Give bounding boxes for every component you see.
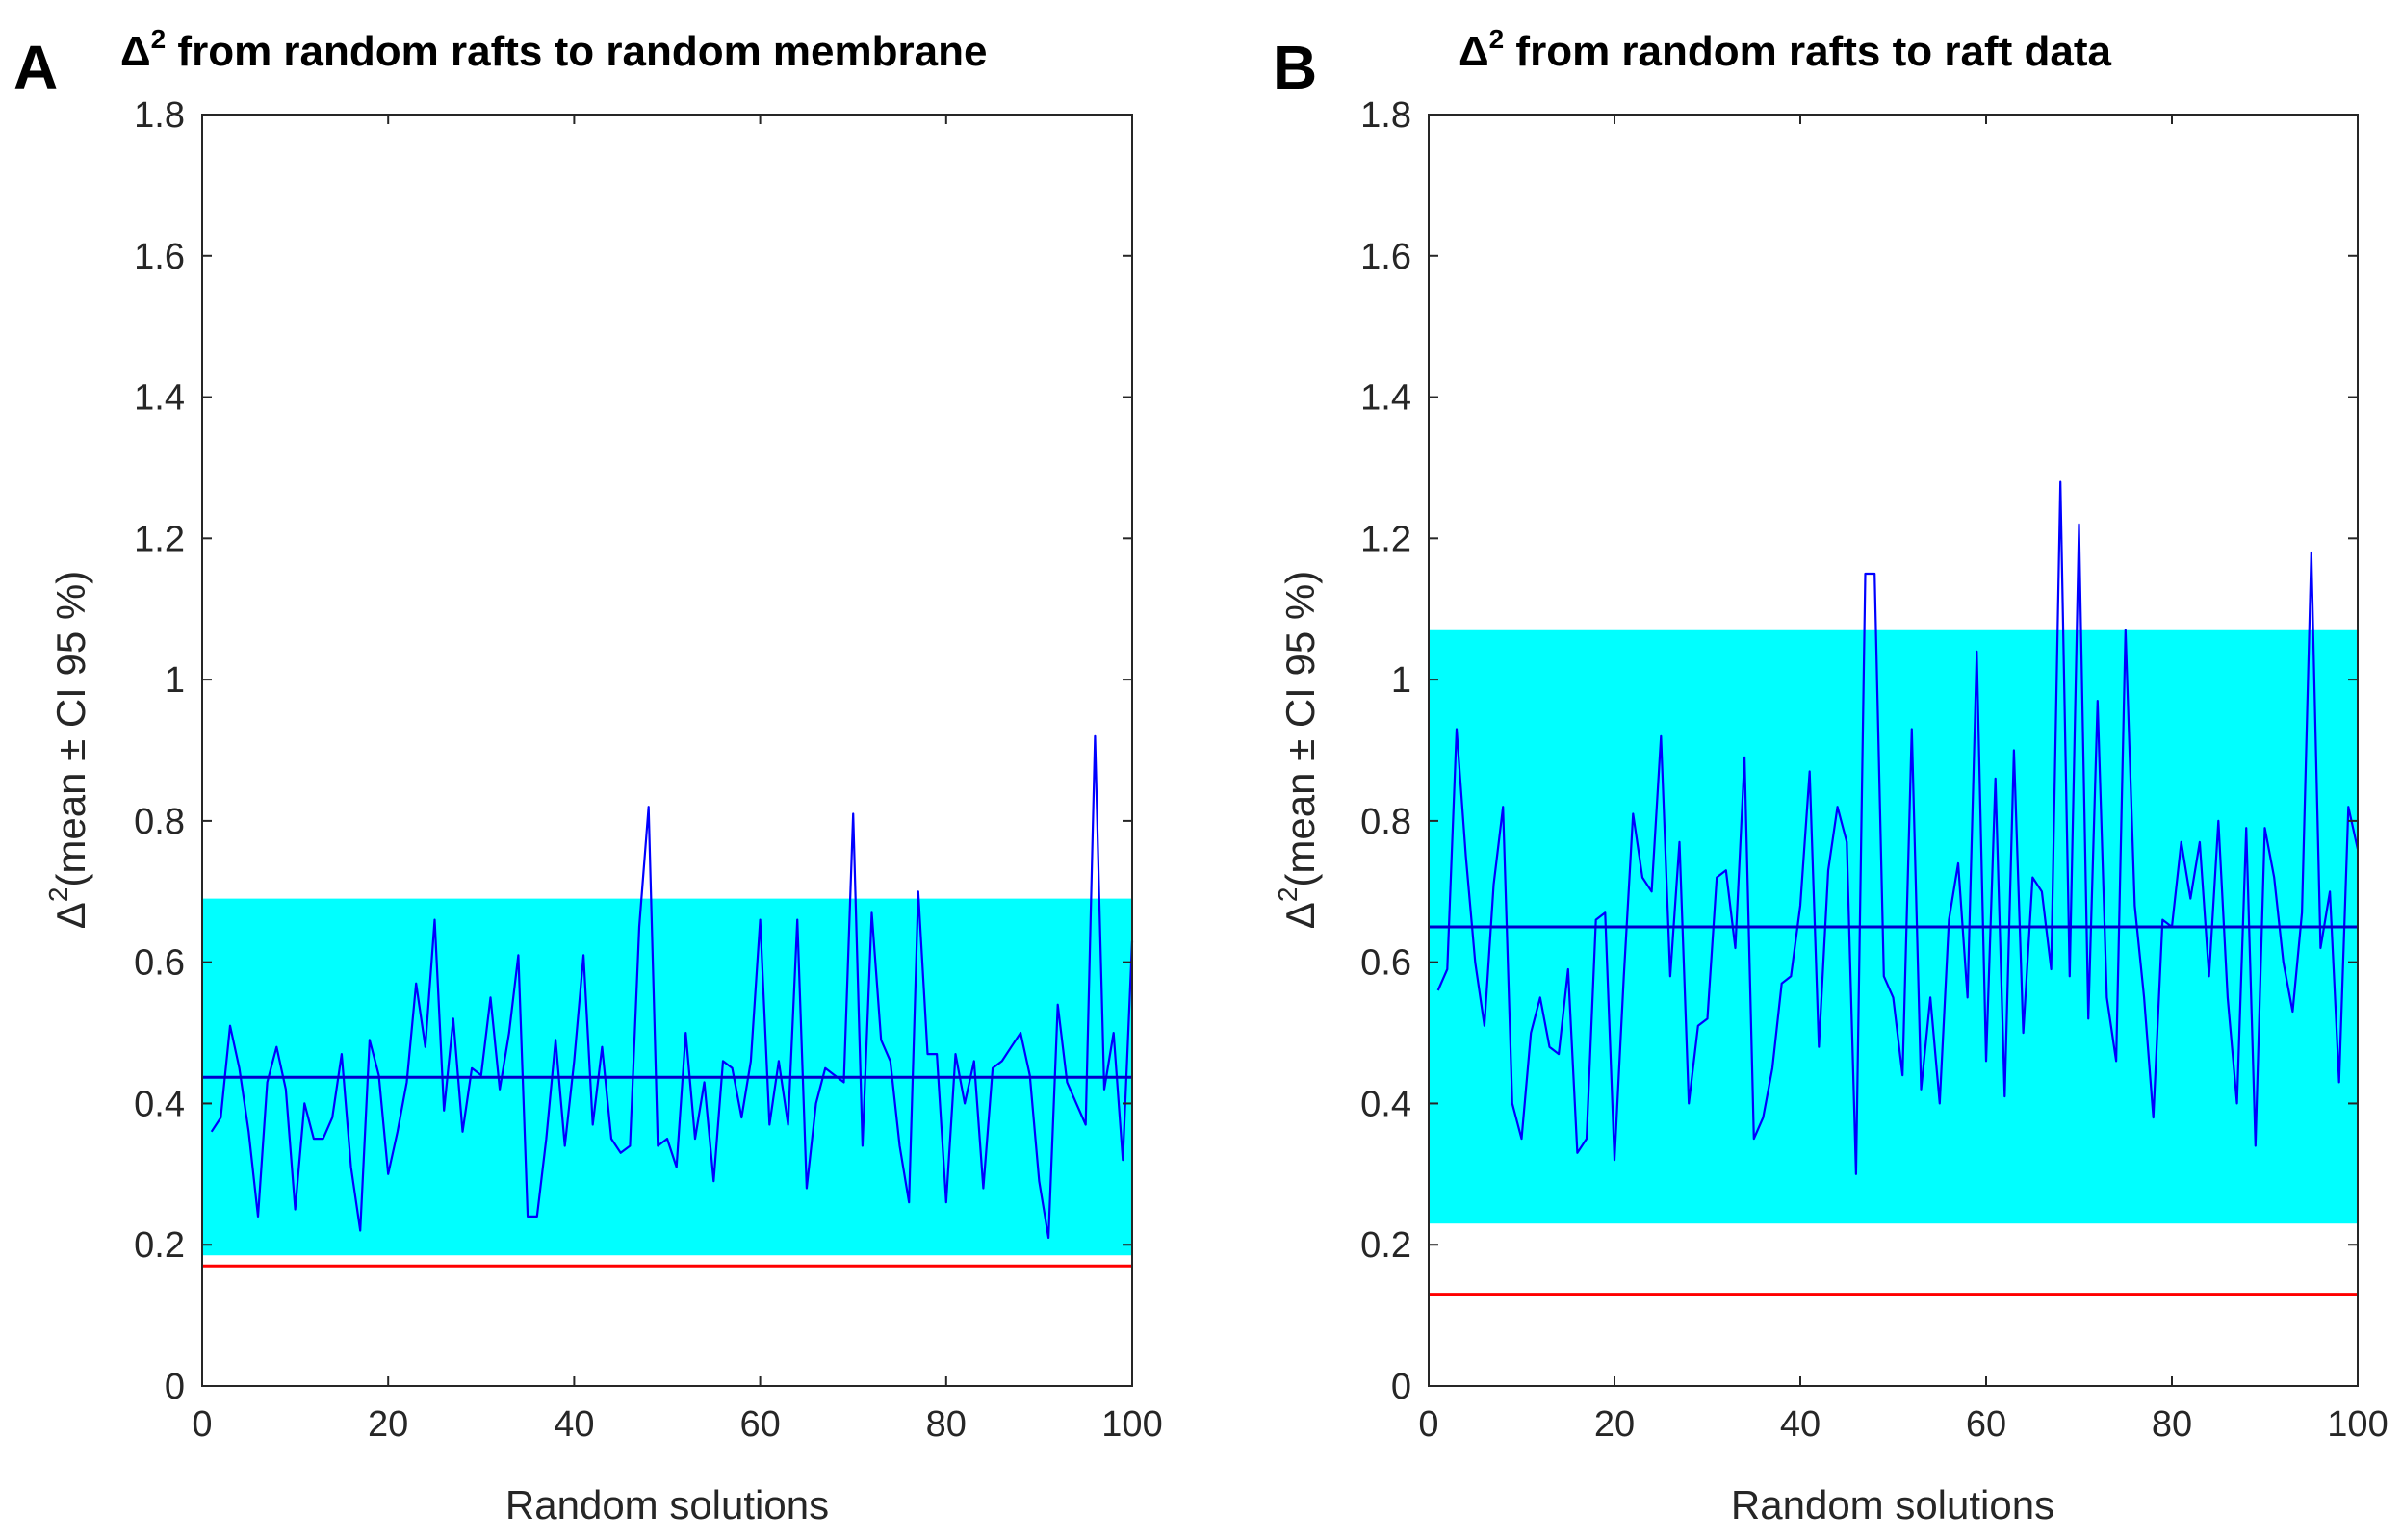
panel-b-letter: B	[1273, 33, 1317, 102]
panel-b-xtick-label: 80	[2152, 1404, 2192, 1445]
panel-b-ytick-label: 1.8	[1360, 95, 1411, 136]
panel-b-xtick-label: 20	[1594, 1404, 1635, 1445]
panel-a-ytick-label: 1	[165, 660, 185, 701]
panel-b-ytick-label: 0.6	[1360, 943, 1411, 984]
panel-a-ytick-label: 0.2	[134, 1225, 185, 1266]
panel-a-ytick-label: 0.4	[134, 1084, 185, 1124]
panel-b-ytick-label: 0.2	[1360, 1225, 1411, 1266]
panel-b-ytick-label: 1.2	[1360, 519, 1411, 559]
panel-b-axes-box	[1428, 114, 2359, 1387]
panel-b-xlabel: Random solutions	[1731, 1482, 2054, 1527]
panel-a-xtick-label: 20	[368, 1404, 408, 1445]
panel-a-ytick-label: 1.2	[134, 519, 185, 559]
panel-a-ytick-label: 0.8	[134, 802, 185, 842]
panel-a-ytick-label: 0	[165, 1367, 185, 1407]
panel-a-plot: 0 0.2 0.4 0.6 0.8 1 1.2 1.4 1.6 1.8 0 20 40 60 80 100	[134, 95, 1163, 1445]
panel-a-ylabel: Δ2(mean ± CI 95 %)	[43, 571, 93, 929]
panel-a-xtick-label: 60	[739, 1404, 780, 1445]
panel-b-xtick-label: 0	[1418, 1404, 1438, 1445]
panel-a-title: Δ2 from random rafts to random membrane	[120, 24, 987, 75]
panel-b-plot: 0 0.2 0.4 0.6 0.8 1 1.2 1.4 1.6 1.8 0 20 40 60 80 100	[1360, 95, 2389, 1445]
panel-b-ytick-label: 0	[1391, 1367, 1411, 1407]
panel-a-xtick-label: 40	[554, 1404, 594, 1445]
panel-a-ytick-label: 1.6	[134, 237, 185, 277]
panel-a-xtick-label: 100	[1101, 1404, 1162, 1445]
panel-b-ytick-label: 1.6	[1360, 237, 1411, 277]
panel-a-ytick-label: 1.4	[134, 378, 185, 419]
panel-a-axes-box	[201, 114, 1133, 1387]
panel-b-ytick-label: 1	[1391, 660, 1411, 701]
panel-b-xtick-label: 100	[2327, 1404, 2388, 1445]
panel-b-ytick-label: 0.8	[1360, 802, 1411, 842]
panel-a-letter: A	[13, 33, 58, 102]
panel-a-xtick-label: 80	[926, 1404, 967, 1445]
panel-a-series-line	[210, 734, 1134, 1240]
panel-a-xtick-label: 0	[192, 1404, 212, 1445]
panel-a-ytick-label: 0.6	[134, 943, 185, 984]
panel-a-ytick-label: 1.8	[134, 95, 185, 136]
panel-b: B Δ2 from random rafts to raft data 0 0.2…	[1273, 24, 2389, 1527]
panel-a-xlabel: Random solutions	[505, 1482, 829, 1527]
panel-b-title: Δ2 from random rafts to raft data	[1459, 24, 2111, 75]
panel-b-ytick-label: 1.4	[1360, 378, 1411, 419]
panel-b-xtick-label: 40	[1780, 1404, 1821, 1445]
panel-b-ytick-label: 0.4	[1360, 1084, 1411, 1124]
panel-a: A Δ2 from random rafts to random membran…	[13, 24, 1163, 1527]
panel-b-xtick-label: 60	[1966, 1404, 2006, 1445]
panel-b-ylabel: Δ2(mean ± CI 95 %)	[1273, 571, 1323, 929]
panel-b-series-line	[1436, 480, 2360, 1175]
